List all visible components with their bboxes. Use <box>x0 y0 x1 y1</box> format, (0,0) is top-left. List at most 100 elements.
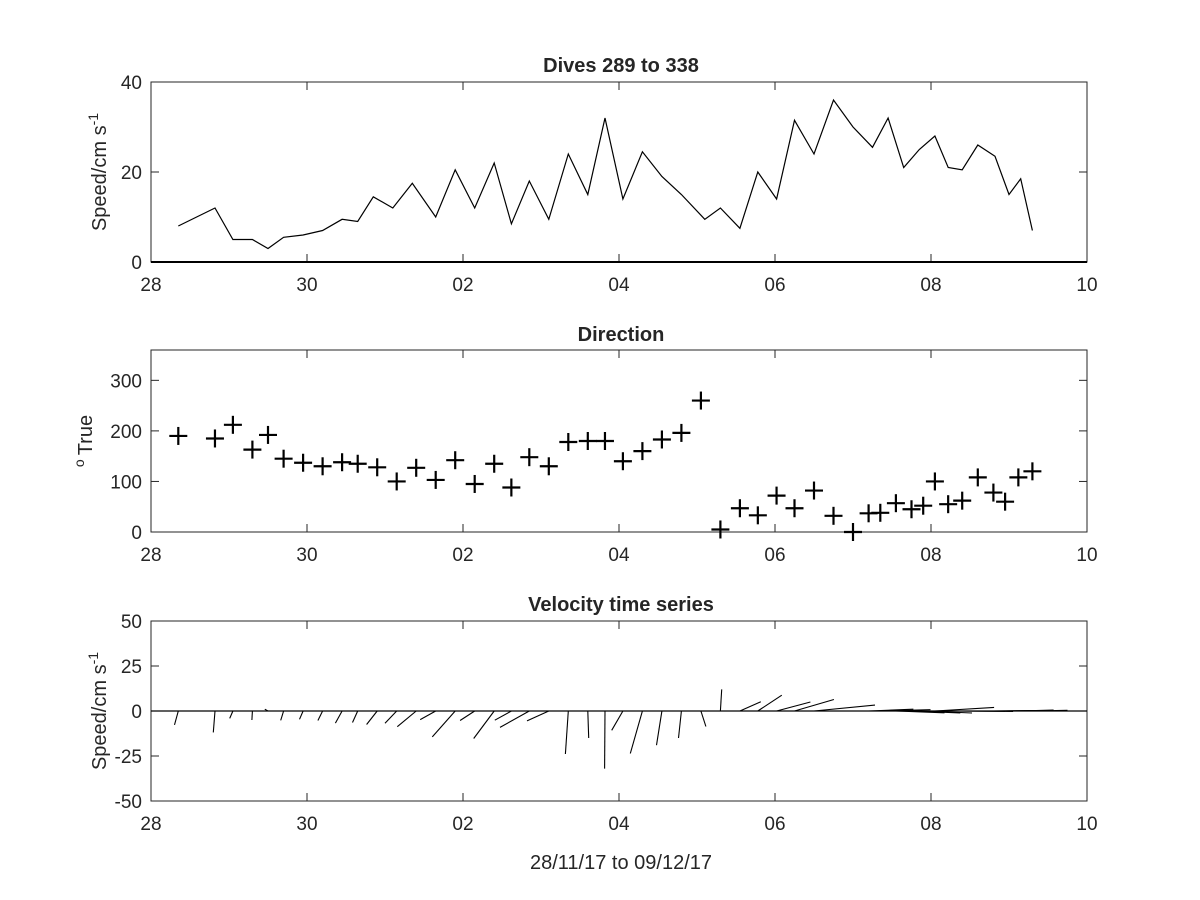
direction-point <box>446 451 465 470</box>
direction-point <box>824 506 843 525</box>
velocity-panel: Velocity time series 28 30 02 04 06 08 10 -50 -2… <box>85 594 1098 874</box>
velocity-stick <box>629 710 643 754</box>
speed-xtick-label: 06 <box>764 275 785 296</box>
direction-point <box>407 458 426 477</box>
velocity-stick <box>757 694 783 712</box>
velocity-stick <box>334 710 343 724</box>
direction-point <box>748 506 767 525</box>
direction-ytick-label: 0 <box>131 523 142 544</box>
velocity-ytick-label: 25 <box>121 657 142 678</box>
velocity-stick <box>494 710 512 721</box>
velocity-series <box>151 689 1087 769</box>
speed-ytick-label: 20 <box>121 163 142 184</box>
direction-point <box>368 458 387 477</box>
velocity-stick <box>431 710 456 738</box>
velocity-stick <box>396 710 417 728</box>
direction-point <box>578 432 597 450</box>
speed-line <box>178 98 1033 250</box>
direction-point <box>348 454 367 473</box>
direction-series <box>169 391 1042 541</box>
direction-point <box>984 483 1003 502</box>
velocity-xtick-label: 10 <box>1076 814 1097 835</box>
velocity-stick <box>212 710 216 733</box>
velocity-stick <box>526 710 550 722</box>
speed-ytick-label: 0 <box>131 253 142 274</box>
velocity-stick <box>655 710 663 746</box>
direction-point <box>633 442 652 461</box>
direction-point <box>520 448 539 467</box>
speed-xtick-label: 10 <box>1076 275 1097 296</box>
velocity-ytick-label: -25 <box>115 747 142 768</box>
direction-point <box>223 415 242 434</box>
speed-ylabel-sup: -1 <box>85 113 101 126</box>
direction-point <box>243 440 262 459</box>
velocity-stick <box>611 710 624 731</box>
velocity-stick <box>923 710 973 714</box>
velocity-stick <box>499 710 530 728</box>
velocity-stick <box>880 709 931 712</box>
velocity-stick <box>317 710 324 721</box>
velocity-stick <box>473 710 495 739</box>
velocity-stick <box>587 710 590 739</box>
direction-point <box>274 449 293 468</box>
velocity-stick <box>351 710 359 723</box>
direction-point <box>805 481 823 500</box>
direction-point <box>925 472 944 491</box>
direction-point <box>785 499 804 518</box>
direction-point <box>559 433 578 452</box>
speed-ylabel-text: Speed/cm s <box>89 125 111 231</box>
velocity-stick <box>229 710 234 719</box>
direction-point <box>914 496 933 515</box>
speed-ylabel: Speed/cm s-1 <box>85 113 111 231</box>
direction-point <box>844 523 862 541</box>
velocity-stick <box>719 689 723 712</box>
speed-xtick-label: 30 <box>296 275 317 296</box>
direction-point <box>205 429 224 448</box>
velocity-stick <box>677 710 682 739</box>
direction-point <box>387 472 406 491</box>
velocity-ylabel: Speed/cm s-1 <box>85 652 111 770</box>
velocity-ticks: 28 30 02 04 06 08 10 -50 -25 0 25 50 <box>115 612 1098 835</box>
velocity-xtick-label: 02 <box>452 814 473 835</box>
direction-ytick-label: 200 <box>110 422 142 443</box>
direction-point <box>652 430 671 449</box>
velocity-stick <box>564 710 569 755</box>
speed-xtick-label: 28 <box>140 275 161 296</box>
direction-title: Direction <box>578 324 665 346</box>
velocity-title: Velocity time series <box>528 594 714 616</box>
velocity-stick <box>700 710 707 727</box>
direction-xtick-label: 06 <box>764 545 785 566</box>
velocity-stick <box>868 708 914 712</box>
velocity-stick <box>298 710 304 720</box>
direction-xtick-label: 28 <box>140 545 161 566</box>
direction-point <box>730 499 749 518</box>
velocity-ytick-label: -50 <box>115 792 142 813</box>
direction-point <box>294 453 313 472</box>
velocity-xtick-label: 06 <box>764 814 785 835</box>
direction-point <box>465 474 484 493</box>
direction-ytick-label: 100 <box>110 472 142 493</box>
direction-point <box>968 468 987 487</box>
velocity-stick <box>739 701 762 712</box>
direction-xtick-label: 10 <box>1076 545 1097 566</box>
direction-point <box>711 520 730 539</box>
velocity-xtick-label: 30 <box>296 814 317 835</box>
velocity-stick <box>934 706 995 712</box>
direction-ylabel-sup: o <box>71 459 87 467</box>
velocity-stick <box>459 710 475 721</box>
velocity-stick <box>794 698 835 712</box>
direction-ylabel-text: True <box>75 415 97 455</box>
direction-point <box>613 452 632 471</box>
velocity-xlabel: 28/11/17 to 09/12/17 <box>530 852 712 874</box>
direction-point <box>595 432 614 450</box>
velocity-stick <box>1032 709 1068 712</box>
speed-ytick-label: 40 <box>121 73 142 94</box>
direction-point <box>939 495 958 514</box>
direction-ytick-label: 300 <box>110 371 142 392</box>
direction-point <box>886 494 905 513</box>
velocity-stick <box>264 708 269 712</box>
velocity-stick <box>280 710 285 721</box>
direction-point <box>426 470 445 489</box>
speed-panel: Dives 289 to 338 28 30 02 04 06 08 10 0 20 40 Spe… <box>85 55 1098 296</box>
